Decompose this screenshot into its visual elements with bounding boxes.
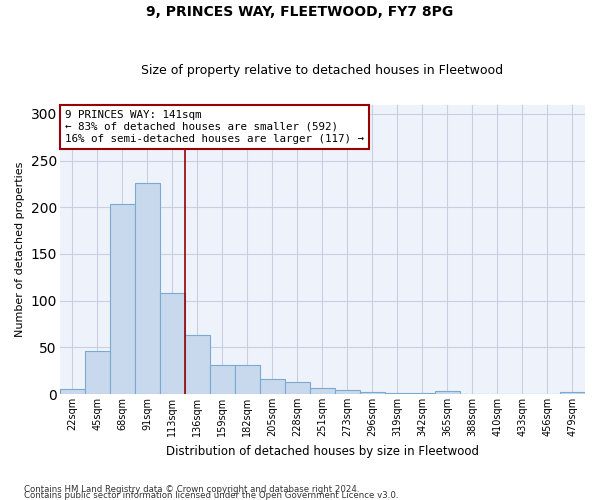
Bar <box>260 379 285 394</box>
Bar <box>310 388 335 394</box>
Y-axis label: Number of detached properties: Number of detached properties <box>15 162 25 337</box>
Bar <box>235 365 260 394</box>
Bar <box>210 365 235 394</box>
Bar <box>185 335 210 394</box>
Title: Size of property relative to detached houses in Fleetwood: Size of property relative to detached ho… <box>141 64 503 77</box>
Bar <box>285 382 310 394</box>
Bar <box>135 183 160 394</box>
Bar <box>110 204 135 394</box>
X-axis label: Distribution of detached houses by size in Fleetwood: Distribution of detached houses by size … <box>166 444 479 458</box>
Text: Contains HM Land Registry data © Crown copyright and database right 2024.: Contains HM Land Registry data © Crown c… <box>24 484 359 494</box>
Text: Contains public sector information licensed under the Open Government Licence v3: Contains public sector information licen… <box>24 490 398 500</box>
Text: 9 PRINCES WAY: 141sqm
← 83% of detached houses are smaller (592)
16% of semi-det: 9 PRINCES WAY: 141sqm ← 83% of detached … <box>65 110 364 144</box>
Bar <box>85 351 110 394</box>
Bar <box>60 390 85 394</box>
Bar <box>560 392 585 394</box>
Bar <box>160 293 185 394</box>
Text: 9, PRINCES WAY, FLEETWOOD, FY7 8PG: 9, PRINCES WAY, FLEETWOOD, FY7 8PG <box>146 5 454 19</box>
Bar <box>335 390 360 394</box>
Bar <box>435 391 460 394</box>
Bar <box>385 393 410 394</box>
Bar <box>360 392 385 394</box>
Bar <box>410 393 435 394</box>
